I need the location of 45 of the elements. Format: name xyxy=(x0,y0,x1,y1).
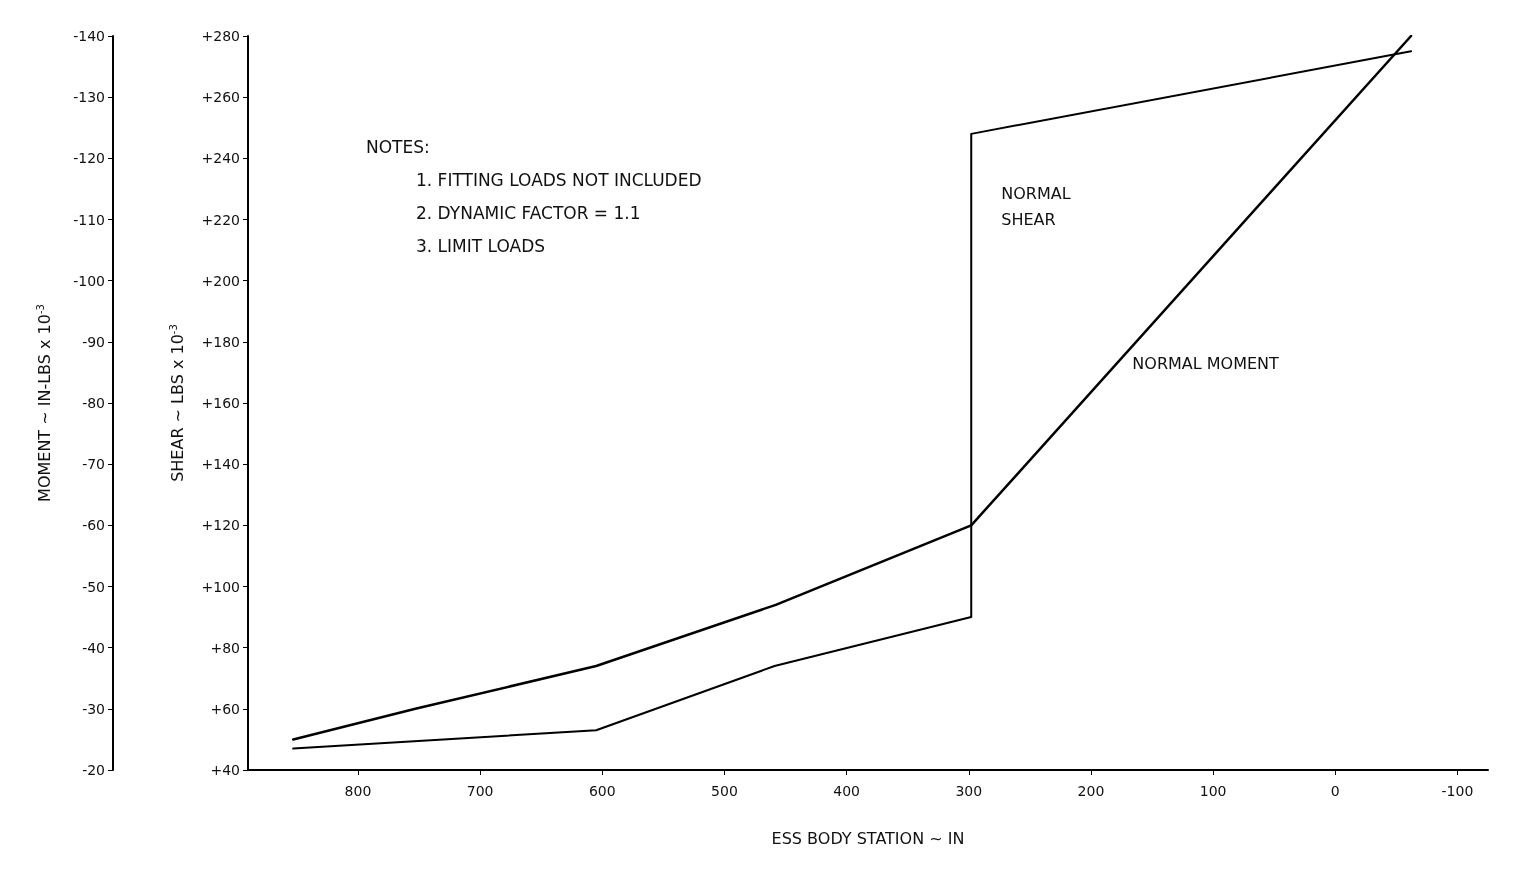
y-tick-label: +140 xyxy=(201,456,240,473)
x-tick-label: 300 xyxy=(955,783,983,799)
y2-tick-label: -130 xyxy=(73,89,105,106)
x-tick-label: 800 xyxy=(344,783,372,799)
x-tick-label: 400 xyxy=(833,783,860,799)
y-tick-label: +40 xyxy=(210,762,240,778)
x-tick-label: 700 xyxy=(466,783,494,799)
x-tick-label: 600 xyxy=(588,783,616,799)
y2-tick-label: -110 xyxy=(73,211,105,228)
y2-tick-label: -140 xyxy=(73,28,105,44)
y2-axis-title: MOMENT ~ IN-LBS x 10-3 xyxy=(34,304,54,502)
x-tick-label: 500 xyxy=(711,783,738,799)
y-tick-label: +280 xyxy=(201,28,240,44)
annotation: NOTES: xyxy=(366,136,430,157)
y2-tick-label: -80 xyxy=(82,395,105,411)
y-tick-label: +180 xyxy=(201,333,240,350)
y-tick-label: +220 xyxy=(201,211,240,228)
annotation: 1. FITTING LOADS NOT INCLUDED xyxy=(416,169,702,190)
x-tick-label: 100 xyxy=(1199,783,1227,799)
y-tick-label: +240 xyxy=(201,150,240,167)
annotation: 2. DYNAMIC FACTOR = 1.1 xyxy=(416,202,641,223)
y2-tick-label: -50 xyxy=(82,578,105,595)
y2-tick-label: -70 xyxy=(82,456,105,473)
y-axis-title: SHEAR ~ LBS x 10-3 xyxy=(167,324,187,482)
y-tick-label: +120 xyxy=(201,517,240,534)
x-axis-title: ESS BODY STATION ~ IN xyxy=(771,828,965,848)
y-tick-label: +100 xyxy=(201,578,240,595)
y2-tick-label: -100 xyxy=(73,272,105,289)
y2-tick-label: -60 xyxy=(82,517,105,534)
y2-tick-label: -40 xyxy=(82,639,105,656)
series-label: NORMAL MOMENT xyxy=(1132,354,1280,374)
y-tick-label: +60 xyxy=(210,700,240,717)
y-tick-label: +80 xyxy=(210,639,240,656)
y-tick-label: +160 xyxy=(201,395,240,411)
series-label: NORMAL SHEAR xyxy=(1001,183,1071,229)
y2-tick-label: -90 xyxy=(82,333,105,350)
x-tick-label: -100 xyxy=(1441,783,1474,799)
y2-tick-label: -30 xyxy=(82,700,105,717)
annotation: 3. LIMIT LOADS xyxy=(416,235,546,256)
y2-tick-label: -120 xyxy=(73,150,105,167)
x-tick-label: 200 xyxy=(1077,783,1105,799)
y2-tick-label: -20 xyxy=(82,762,105,778)
y-tick-label: +200 xyxy=(201,272,240,289)
y-tick-label: +260 xyxy=(201,89,240,106)
x-tick-label: 0 xyxy=(1330,783,1340,799)
